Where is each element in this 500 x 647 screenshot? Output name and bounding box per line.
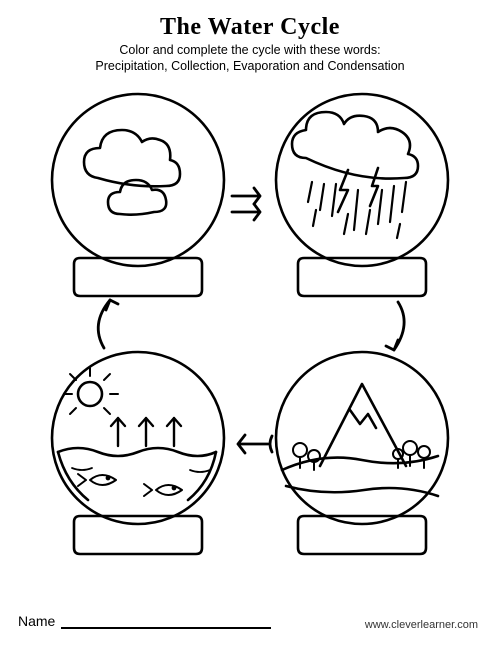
cycle-arrows — [98, 188, 404, 453]
arrow-right — [232, 188, 260, 220]
site-credit: www.cleverlearner.com — [365, 619, 478, 631]
name-input-line[interactable] — [61, 627, 271, 629]
cycle-diagram — [0, 0, 500, 647]
worksheet-page: The Water Cycle Color and complete the c… — [0, 0, 500, 647]
arrow-curve-up — [98, 300, 118, 348]
instructions-line2: Precipitation, Collection, Evaporation a… — [95, 59, 404, 73]
answer-slot-condensation[interactable] — [84, 266, 194, 292]
page-title: The Water Cycle — [18, 14, 482, 41]
instructions-line1: Color and complete the cycle with these … — [119, 43, 380, 57]
answer-slot-evaporation[interactable] — [84, 524, 194, 550]
instructions: Color and complete the cycle with these … — [18, 43, 482, 74]
name-label: Name — [18, 613, 55, 629]
answer-slot-precipitation[interactable] — [308, 266, 418, 292]
answer-slot-collection[interactable] — [308, 524, 418, 550]
arrow-curve-down — [386, 302, 404, 350]
arrow-left — [238, 435, 272, 453]
